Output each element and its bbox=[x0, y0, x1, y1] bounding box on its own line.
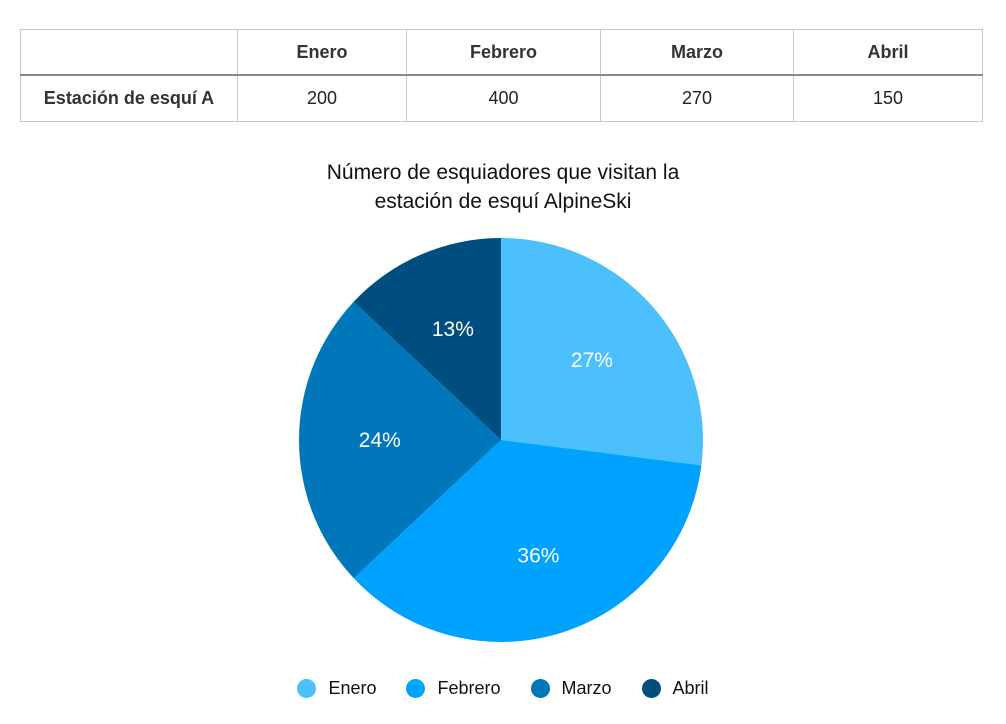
header-cell: Febrero bbox=[406, 29, 601, 76]
legend-label: Abril bbox=[672, 678, 709, 698]
legend-label: Enero bbox=[328, 678, 377, 698]
row-label: Estación de esquí A bbox=[20, 74, 238, 122]
legend-label: Febrero bbox=[437, 678, 501, 698]
slice-label: 24% bbox=[359, 429, 401, 452]
legend-label: Marzo bbox=[561, 678, 612, 698]
slice-label: 13% bbox=[432, 318, 474, 341]
table-cell: 150 bbox=[793, 74, 983, 122]
chart-title: Número de esquiadores que visitan la est… bbox=[0, 158, 1006, 216]
legend-swatch bbox=[406, 679, 426, 698]
table-row: Estación de esquí A 200 400 270 150 bbox=[20, 74, 983, 122]
table-cell: 200 bbox=[237, 74, 407, 122]
header-cell: Marzo bbox=[600, 29, 794, 76]
header-cell bbox=[20, 29, 238, 76]
legend-swatch bbox=[297, 679, 317, 698]
legend-item: Enero bbox=[297, 678, 376, 699]
slice-label: 36% bbox=[517, 544, 559, 567]
chart-title-line: Número de esquiadores que visitan la bbox=[326, 161, 680, 184]
legend-item: Febrero bbox=[406, 678, 501, 699]
pie-slice-marzo bbox=[298, 301, 501, 579]
header-cell: Enero bbox=[237, 29, 407, 76]
slice-label: 27% bbox=[571, 349, 613, 372]
legend-item: Marzo bbox=[530, 678, 612, 699]
pie-slice-febrero bbox=[353, 440, 702, 642]
chart-title-line: estación de esquí AlpineSki bbox=[374, 190, 632, 213]
pie-slice-abril bbox=[353, 238, 501, 440]
table-header-row: Enero Febrero Marzo Abril bbox=[20, 29, 983, 76]
pie-slice-enero bbox=[501, 238, 703, 466]
legend: Enero Febrero Marzo Abril bbox=[0, 678, 1006, 699]
legend-item: Abril bbox=[641, 678, 709, 699]
legend-swatch bbox=[641, 679, 661, 698]
legend-swatch bbox=[530, 679, 550, 698]
data-table: Enero Febrero Marzo Abril Estación de es… bbox=[20, 29, 983, 122]
header-cell: Abril bbox=[793, 29, 983, 76]
